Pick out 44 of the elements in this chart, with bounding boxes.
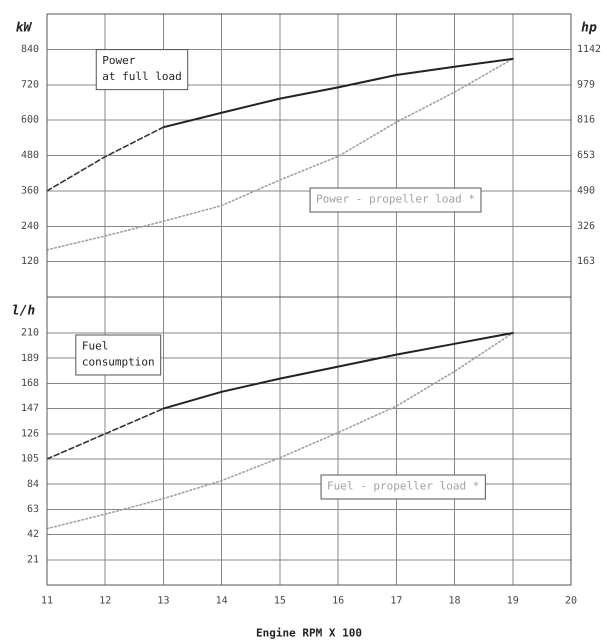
y-tick-label: 105 xyxy=(20,454,39,465)
y2-tick-label: 979 xyxy=(577,79,596,90)
x-tick-label: 20 xyxy=(564,596,578,607)
y2-tick-label: 326 xyxy=(577,220,596,232)
line-series xyxy=(47,332,514,530)
y-tick-label: 840 xyxy=(20,44,39,55)
y2-tick-label: 816 xyxy=(577,114,596,126)
y-tick-label: 360 xyxy=(20,185,39,196)
y2-tick-label: 490 xyxy=(577,185,596,196)
x-tick-label: 12 xyxy=(99,596,112,607)
y-tick-label: 168 xyxy=(20,378,39,389)
y-tick-label: 240 xyxy=(20,220,39,232)
y-tick-label: 126 xyxy=(20,428,39,440)
text: Fuel - propeller load * xyxy=(327,479,480,492)
y-axis-title: l/h xyxy=(12,303,36,318)
x-tick-label: 18 xyxy=(448,596,461,607)
text: Power - propeller load * xyxy=(316,192,475,206)
y-tick-label: 42 xyxy=(26,529,39,540)
y-tick-label: 210 xyxy=(20,328,39,339)
y-tick-label: 189 xyxy=(20,352,39,364)
y2-tick-label: 1142 xyxy=(577,44,602,55)
line-series xyxy=(47,58,514,251)
y2-tick-label: 653 xyxy=(577,150,596,161)
text: Power at full load xyxy=(102,54,182,84)
y-tick-label: 63 xyxy=(26,504,39,515)
x-tick-label: 13 xyxy=(157,596,170,607)
x-tick-label: 15 xyxy=(274,596,286,607)
y-tick-label: 480 xyxy=(20,150,39,162)
y-tick-label: 147 xyxy=(20,403,39,414)
x-tick-label: 11 xyxy=(40,596,54,607)
text: Fuel consumption xyxy=(82,339,155,368)
x-tick-label: 16 xyxy=(332,596,344,607)
x-axis-title: Engine RPM X 100 xyxy=(256,626,362,640)
y-tick-label: 600 xyxy=(20,114,39,126)
x-tick-label: 17 xyxy=(390,596,402,607)
y-tick-label: 21 xyxy=(26,554,39,566)
y-axis-title: kW xyxy=(16,20,32,36)
y-tick-label: 84 xyxy=(26,478,39,490)
y2-tick-label: 163 xyxy=(577,256,596,268)
y-tick-label: 720 xyxy=(20,79,39,90)
y-tick-label: 120 xyxy=(20,256,39,268)
x-tick-label: 14 xyxy=(216,596,228,607)
y2-axis-title: hp xyxy=(581,20,597,36)
x-tick-label: 19 xyxy=(506,596,519,607)
